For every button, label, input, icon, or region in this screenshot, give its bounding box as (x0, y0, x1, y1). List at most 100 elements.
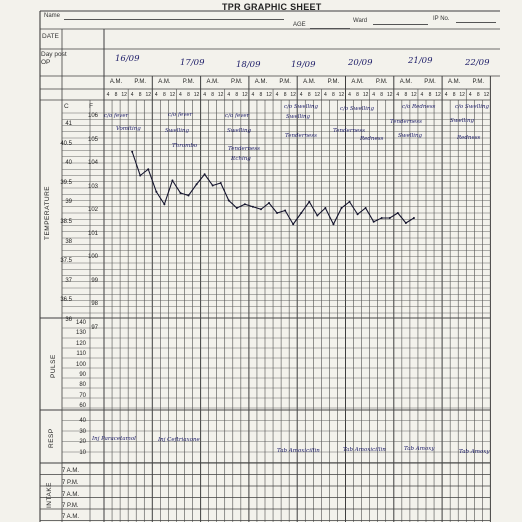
hour-label: 12 (435, 92, 441, 98)
hour-label: 4 (323, 92, 327, 98)
name-label: Name (44, 13, 61, 19)
note-day7-b: Swelling (450, 118, 475, 124)
temperature-point (155, 190, 158, 193)
tick-label: 106 (87, 113, 98, 119)
temperature-point (340, 207, 343, 209)
note-day4-c: Tenderness (285, 133, 317, 139)
hour-label: 12 (217, 92, 224, 98)
age-line[interactable] (310, 28, 350, 29)
name-line[interactable] (64, 19, 284, 20)
hour-label: 12 (266, 92, 272, 98)
hour-label: 12 (145, 92, 152, 98)
temperature-point (259, 208, 262, 211)
note-day5-a: c/o Swelling (340, 106, 375, 112)
note-day7-c: Redness (457, 135, 481, 141)
hour-label: 4 (444, 92, 448, 98)
tick-label: 40 (79, 418, 86, 424)
note-day5-b: Tenderness (333, 128, 365, 134)
hour-label: 8 (380, 92, 384, 98)
hour-label: 12 (459, 92, 465, 98)
hour-label: 4 (299, 92, 303, 98)
tick-label: 39 (65, 199, 72, 206)
period-label: A.M. (206, 79, 219, 85)
tick-label: 40.5 (60, 140, 72, 147)
intake-label: INTAKE (46, 482, 53, 508)
celsius-unit: C (64, 103, 69, 110)
day-post-op-label: Day post (41, 51, 67, 58)
hour-label: 8 (476, 92, 480, 98)
tick-label: 100 (75, 361, 86, 368)
date-7: 22/09 (465, 58, 490, 68)
fahrenheit-unit: F (89, 103, 93, 110)
tick-label: 101 (87, 230, 98, 237)
note-day4-b: Swelling (286, 114, 311, 120)
note-day6-b: Tenderness (390, 119, 422, 125)
ward-line[interactable] (373, 24, 428, 25)
tick-label: 103 (87, 183, 98, 190)
temperature-point (308, 200, 311, 203)
period-label: P.M. (472, 79, 485, 85)
intake-row-4: 7 P.M. (62, 503, 79, 509)
date-1: 16/09 (115, 54, 140, 64)
temperature-series-line (131, 151, 415, 226)
med-note-5: Tab Amoxy (404, 446, 435, 452)
note-day1-b: Vomiting (116, 126, 141, 132)
hour-label: 8 (283, 92, 287, 98)
temperature-point (219, 182, 222, 184)
note-day2-c: Thrombo (172, 143, 198, 149)
temperature-point (276, 212, 279, 214)
tick-label: 36.5 (60, 297, 72, 304)
temperature-point (195, 183, 198, 186)
med-note-1: Inj Paracetamol (92, 436, 136, 442)
hour-label: 4 (179, 92, 182, 98)
hour-label: 4 (106, 92, 110, 98)
period-label: A.M. (351, 79, 364, 85)
temperature-point (171, 179, 174, 182)
temperature-point (284, 209, 287, 212)
hour-label: 12 (193, 92, 200, 98)
tick-label: 38.5 (60, 219, 72, 225)
temperature-point (147, 168, 150, 171)
tick-label: 60 (79, 403, 86, 410)
temperature-point (372, 220, 375, 223)
temperature-point (316, 214, 319, 217)
hour-label: 4 (396, 92, 400, 98)
note-day2-b: Swelling (165, 128, 190, 134)
period-label: P.M. (327, 79, 340, 85)
period-label: A.M. (158, 79, 171, 85)
hour-label: 12 (169, 92, 176, 98)
hour-label: 8 (138, 92, 142, 98)
temperature-label: TEMPERATURE (44, 185, 51, 240)
tick-label: 36 (65, 317, 72, 323)
ward-label: Ward (353, 18, 368, 24)
hour-label: 12 (386, 92, 393, 98)
age-label: AGE (293, 22, 306, 28)
ip-line[interactable] (456, 22, 496, 23)
period-label: P.M. (231, 79, 243, 85)
temperature-point (332, 223, 335, 226)
tick-label: 97 (91, 324, 98, 331)
temperature-point (300, 212, 303, 214)
med-note-4: Tab Amoxicillin (343, 447, 386, 453)
hour-label: 4 (348, 92, 351, 98)
hour-label: 12 (338, 92, 345, 98)
tick-label: 39.5 (60, 179, 72, 186)
date-3: 18/09 (236, 60, 261, 70)
period-label: P.M. (375, 79, 388, 85)
hour-label: 4 (275, 92, 279, 98)
tick-label: 100 (87, 254, 98, 260)
temperature-point (412, 217, 415, 219)
hour-label: 8 (404, 92, 408, 98)
note-day1-a: c/o fever (104, 113, 129, 119)
note-day3-c: Tenderness (228, 146, 260, 152)
hour-label: 8 (162, 92, 166, 98)
hour-label: 8 (187, 92, 190, 98)
temperature-point (348, 200, 351, 203)
hour-label: 4 (420, 92, 424, 98)
tick-label: 37.5 (60, 258, 72, 265)
temperature-point (139, 174, 142, 177)
temperature-point (268, 202, 271, 204)
day-post-op-label-2: OP (41, 59, 51, 66)
